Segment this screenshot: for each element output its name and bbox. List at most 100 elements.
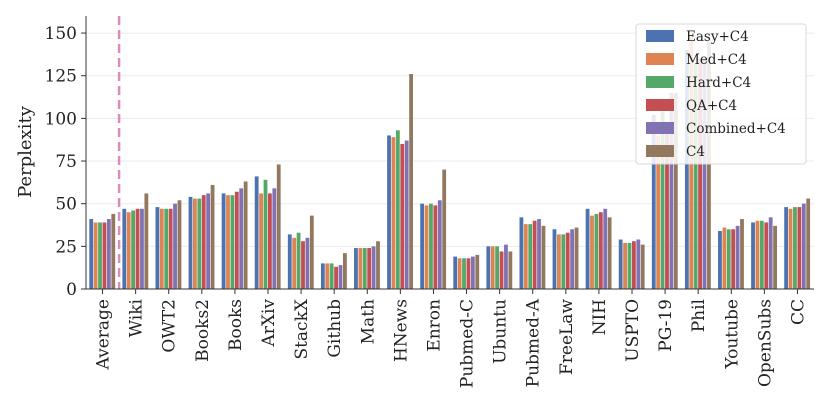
bar-Med+C4-Books2 [192, 198, 197, 289]
x-tick-label: HNews [391, 299, 411, 362]
bar-Hard+C4-Ubuntu [495, 246, 500, 289]
bar-QA+C4-StackX [301, 241, 305, 289]
bar-Hard+C4-Phil [693, 63, 698, 289]
bar-C4-Phil [707, 41, 711, 290]
bar-QA+C4-Github [334, 266, 338, 289]
bar-Combined+C4-FreeLaw [570, 229, 575, 289]
legend-label: C4 [686, 144, 705, 160]
bar-Easy+C4-Enron [420, 203, 425, 289]
bar-Easy+C4-Books2 [188, 196, 193, 289]
bar-Med+C4-Wiki [126, 212, 131, 289]
bar-Hard+C4-Books2 [197, 198, 202, 289]
bar-Easy+C4-OWT2 [155, 207, 160, 289]
bar-Combined+C4-Ubuntu [504, 244, 508, 289]
series-C4 [111, 41, 811, 290]
x-tick-label: StackX [292, 298, 312, 359]
series-Easy+C4 [89, 50, 789, 290]
bar-Med+C4-Github [325, 263, 330, 289]
x-tick-label: Math [358, 299, 378, 344]
y-tick-label: 100 [45, 109, 77, 129]
bar-Easy+C4-Math [354, 248, 358, 289]
bar-Easy+C4-StackX [287, 234, 292, 289]
bar-Combined+C4-Wiki [140, 208, 144, 289]
y-tick-label: 150 [45, 24, 77, 44]
x-tick-label: Enron [424, 299, 444, 352]
bar-QA+C4-Youtube [731, 229, 736, 289]
x-tick-label: ArXiv [259, 299, 279, 348]
bar-Med+C4-StackX [292, 237, 297, 289]
bar-Combined+C4-OWT2 [173, 203, 177, 289]
bar-Easy+C4-HNews [387, 135, 391, 289]
bar-Combined+C4-Books [239, 188, 244, 289]
bar-Combined+C4-StackX [305, 237, 310, 289]
bar-Med+C4-USPTO [623, 242, 627, 289]
bar-Easy+C4-NIH [585, 208, 590, 289]
bar-QA+C4-NIH [598, 212, 603, 289]
bar-C4-CC [806, 198, 811, 289]
x-tick-label: Books2 [193, 299, 213, 362]
x-tick-label: Ubuntu [491, 299, 511, 364]
bar-QA+C4-Books2 [201, 195, 206, 289]
bar-QA+C4-PG-19 [665, 126, 669, 289]
bar-Easy+C4-Ubuntu [486, 246, 491, 289]
bar-Med+C4-NIH [590, 215, 594, 289]
bar-Combined+C4-PG-19 [669, 92, 674, 289]
x-tick-label: CC [788, 299, 808, 325]
x-tick-label: Wiki [127, 298, 147, 337]
bar-QA+C4-Phil [698, 58, 702, 289]
bar-QA+C4-CC [797, 207, 802, 289]
bar-C4-Books [243, 181, 248, 289]
bar-QA+C4-Ubuntu [499, 251, 504, 289]
y-axis-label: Perplexity [15, 105, 36, 198]
bar-Hard+C4-StackX [296, 232, 301, 289]
bar-Combined+C4-Pubmed-A [537, 219, 541, 289]
bar-QA+C4-USPTO [632, 241, 636, 289]
bar-Easy+C4-Youtube [718, 230, 722, 289]
y-tick-label: 25 [55, 237, 77, 257]
bar-QA+C4-Pubmed-A [532, 220, 537, 289]
bar-Hard+C4-Enron [429, 203, 433, 289]
x-tick-label: Youtube [722, 299, 742, 370]
legend-label: Hard+C4 [686, 75, 751, 91]
bar-C4-OpenSubs [773, 225, 777, 289]
bar-Hard+C4-FreeLaw [561, 234, 566, 289]
bar-Easy+C4-PG-19 [651, 114, 656, 290]
series-Combined+C4 [106, 58, 806, 289]
bar-C4-Ubuntu [508, 251, 513, 289]
bar-C4-FreeLaw [574, 227, 579, 289]
bar-C4-ArXiv [276, 164, 281, 289]
legend-item-Easy+C4: Easy+C4 [646, 29, 749, 45]
bar-Hard+C4-HNews [395, 130, 400, 289]
bar-Combined+C4-ArXiv [272, 188, 277, 289]
legend-item-Hard+C4: Hard+C4 [646, 75, 751, 91]
bar-C4-OWT2 [177, 200, 182, 289]
bar-Med+C4-CC [788, 208, 793, 289]
bar-Easy+C4-USPTO [618, 239, 623, 289]
bar-QA+C4-Math [367, 248, 372, 289]
bar-Hard+C4-USPTO [627, 242, 632, 289]
bar-Combined+C4-Math [371, 246, 376, 289]
bar-Hard+C4-Wiki [131, 210, 136, 289]
legend-swatch [646, 99, 674, 111]
bar-Hard+C4-OpenSubs [759, 220, 764, 289]
bar-Combined+C4-USPTO [636, 239, 641, 289]
bar-Med+C4-PG-19 [656, 135, 661, 289]
y-axis: 0 25 50 75 100 125 150 [45, 16, 87, 300]
x-tick-label: FreeLaw [557, 299, 577, 375]
bar-Combined+C4-Youtube [735, 225, 740, 289]
bar-Hard+C4-Pubmed-A [528, 224, 533, 289]
bar-QA+C4-Books [234, 191, 239, 289]
bar-C4-Average [111, 213, 116, 289]
bar-Combined+C4-HNews [404, 140, 409, 289]
bar-Hard+C4-Math [362, 248, 367, 289]
x-tick-label: Books [226, 299, 246, 351]
bar-Easy+C4-Average [89, 219, 94, 289]
legend: Easy+C4 Med+C4 Hard+C4 QA+C4 Combined+C4 C4 [635, 23, 807, 165]
bar-Easy+C4-Pubmed-A [519, 217, 524, 289]
bar-Combined+C4-Books2 [206, 193, 211, 289]
bar-Med+C4-HNews [391, 137, 396, 289]
bar-Easy+C4-Pubmed-C [453, 256, 458, 289]
bar-series [89, 36, 811, 290]
legend-swatch [646, 122, 674, 134]
